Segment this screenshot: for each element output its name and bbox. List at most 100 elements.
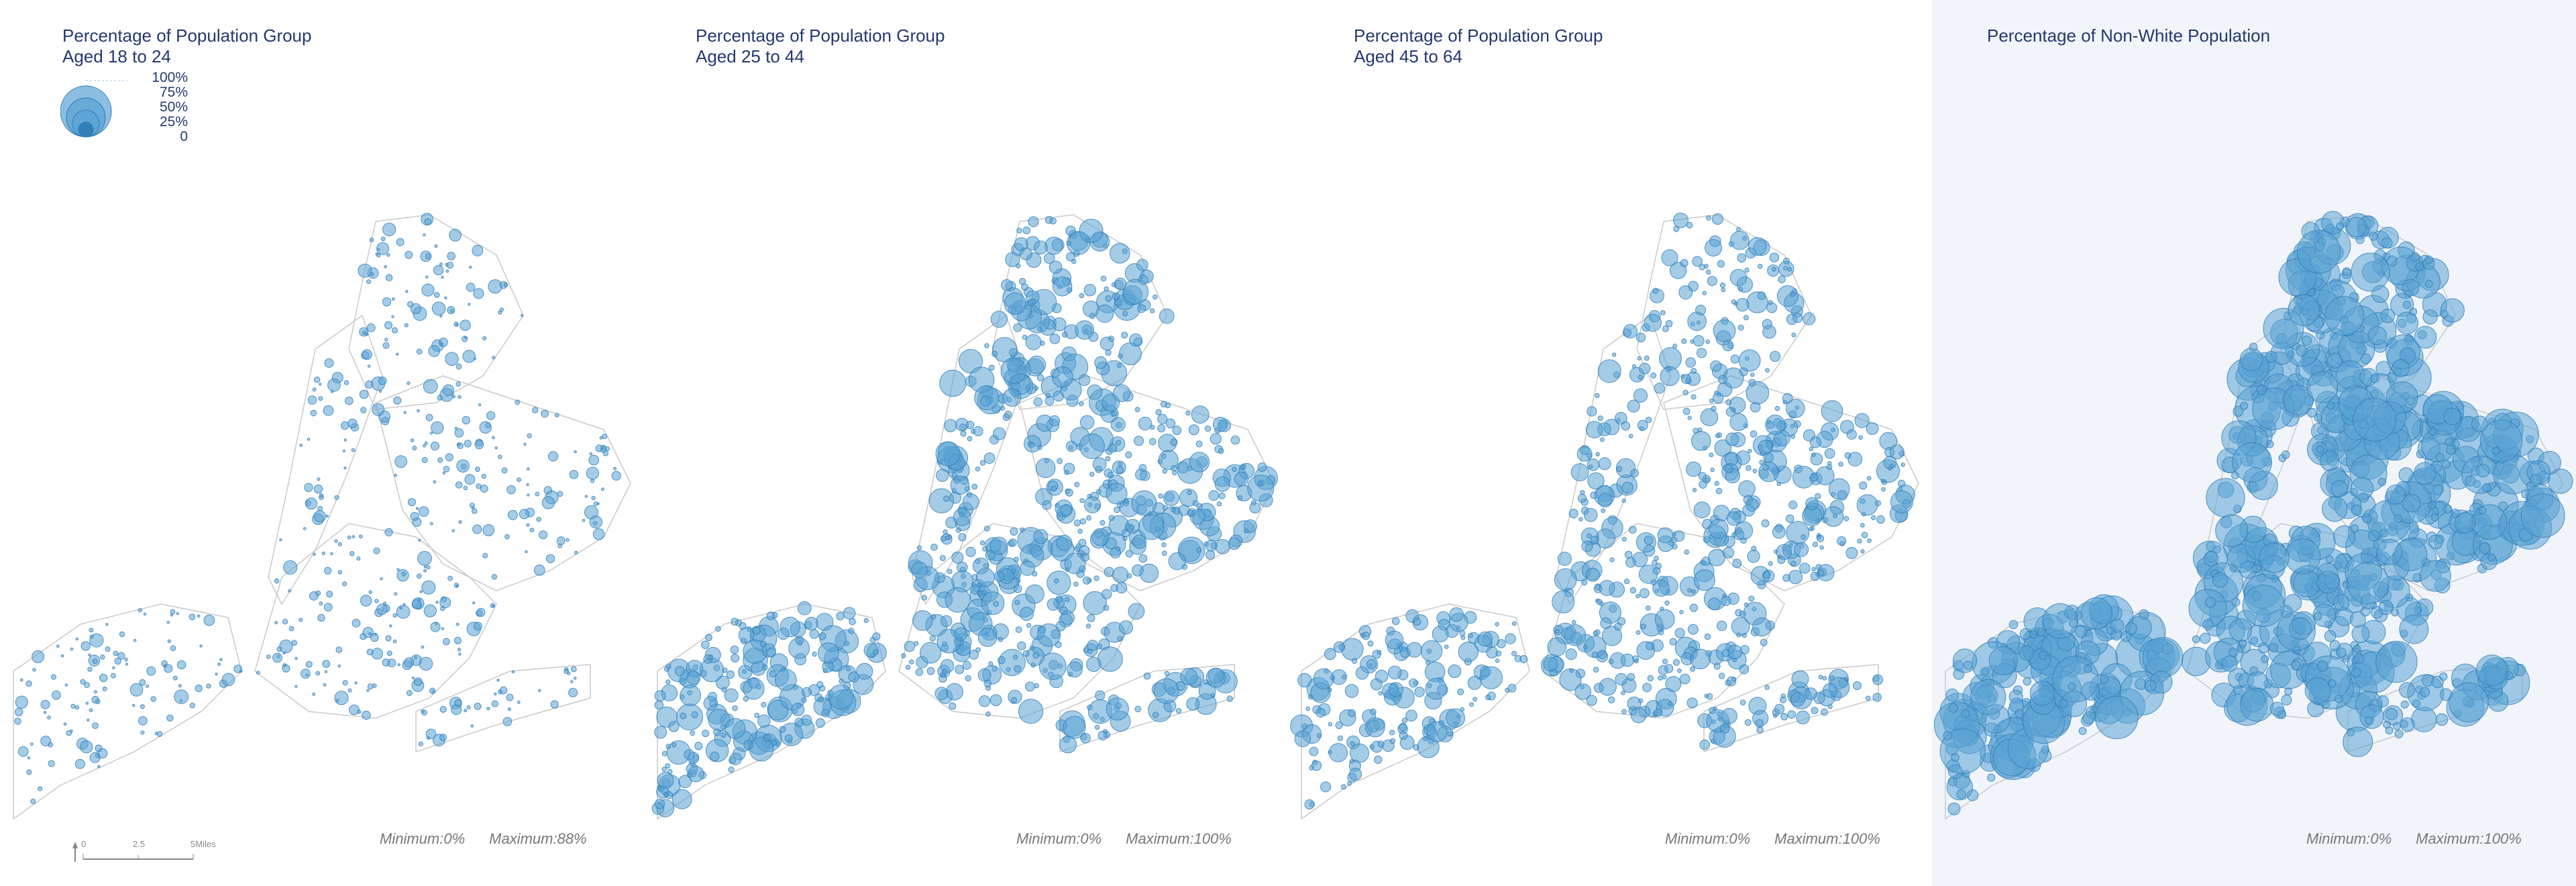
census-tract-bubble xyxy=(139,679,146,686)
census-tract-bubble xyxy=(341,581,347,587)
census-tract-bubble xyxy=(444,296,447,299)
census-tract-bubble xyxy=(1018,699,1044,724)
census-tract-bubble xyxy=(458,652,462,656)
scale-bar-graphic xyxy=(72,842,194,862)
census-tract-bubble xyxy=(430,441,440,451)
census-tract-bubble xyxy=(343,438,347,442)
census-tract-bubble xyxy=(358,534,363,539)
census-tract-bubble xyxy=(2440,309,2449,318)
census-tract-bubble xyxy=(1699,480,1707,489)
census-tract-bubble xyxy=(1114,506,1120,513)
census-tract-bubble xyxy=(1757,291,1766,300)
census-tract-bubble xyxy=(2378,600,2394,616)
census-tract-bubble xyxy=(1305,706,1310,711)
census-tract-bubble xyxy=(1690,648,1711,670)
census-tract-bubble xyxy=(993,427,1006,440)
census-tract-bubble xyxy=(915,668,924,677)
census-tract-bubble xyxy=(1679,673,1690,685)
census-tract-bubble xyxy=(396,605,411,619)
census-tract-bubble xyxy=(1385,630,1404,650)
census-tract-bubble xyxy=(1634,658,1639,664)
census-tract-bubble xyxy=(684,749,695,760)
census-tract-bubble xyxy=(1511,621,1517,626)
census-tract-bubble xyxy=(2368,530,2379,542)
panel-title: Percentage of Population Group Aged 18 t… xyxy=(62,26,311,67)
census-tract-bubble xyxy=(1485,695,1491,701)
census-tract-bubble xyxy=(1854,413,1870,428)
census-tract-bubble xyxy=(1034,683,1039,689)
census-tract-bubble xyxy=(1681,374,1691,384)
census-tract-bubble xyxy=(2256,384,2267,395)
census-tract-bubble xyxy=(1301,723,1308,730)
census-tract-bubble xyxy=(2320,451,2340,471)
census-tract-bubble xyxy=(590,479,594,483)
census-tract-bubble xyxy=(739,622,747,630)
census-tract-bubble xyxy=(458,520,462,524)
census-tract-bubble xyxy=(1686,461,1701,477)
census-tract-bubble xyxy=(1644,355,1650,361)
census-tract-bubble xyxy=(1079,293,1085,299)
census-tract-bubble xyxy=(722,667,728,673)
census-tract-bubble xyxy=(517,700,521,704)
census-tract-bubble xyxy=(930,544,938,551)
census-tract-bubble xyxy=(1719,723,1730,734)
census-tract-bubble xyxy=(1689,603,1699,612)
census-tract-bubble xyxy=(423,565,427,569)
census-tract-bubble xyxy=(189,613,196,621)
census-tract-bubble xyxy=(2402,300,2412,309)
census-tract-bubble xyxy=(19,678,23,682)
census-tract-bubble xyxy=(527,467,530,471)
census-tract-bubble xyxy=(2316,571,2340,594)
census-tract-bubble xyxy=(1085,624,1091,629)
census-tract-bubble xyxy=(437,457,443,463)
census-tract-bubble xyxy=(501,467,508,474)
census-tract-bubble xyxy=(1112,384,1131,402)
census-tract-bubble xyxy=(1792,313,1803,324)
census-tract-bubble xyxy=(425,275,429,279)
census-tract-bubble xyxy=(2415,262,2424,271)
census-tract-bubble xyxy=(2139,609,2149,620)
census-tract-bubble xyxy=(1811,452,1816,457)
census-tract-bubble xyxy=(1472,697,1478,702)
census-tract-bubble xyxy=(347,688,352,693)
census-tract-bubble xyxy=(1673,658,1680,666)
title-line-2: Aged 18 to 24 xyxy=(62,46,171,66)
census-tract-bubble xyxy=(951,472,958,478)
census-tract-bubble xyxy=(1064,470,1069,475)
census-tract-bubble xyxy=(466,705,471,709)
census-tract-bubble xyxy=(1079,415,1095,430)
census-tract-bubble xyxy=(1674,628,1685,638)
census-tract-bubble xyxy=(1554,568,1577,591)
census-tract-bubble xyxy=(384,338,388,342)
census-tract-bubble xyxy=(2399,682,2415,698)
census-tract-bubble xyxy=(533,564,545,576)
census-tract-bubble xyxy=(1119,620,1133,635)
census-tract-bubble xyxy=(1026,623,1032,628)
census-tract-bubble xyxy=(25,680,32,687)
census-tract-bubble xyxy=(366,648,374,656)
census-tract-bubble xyxy=(1360,633,1365,638)
census-tract-bubble xyxy=(1152,294,1158,300)
census-tract-bubble xyxy=(2302,335,2312,346)
census-tract-bubble xyxy=(114,657,121,665)
census-tract-bubble xyxy=(1788,570,1803,585)
census-tract-bubble xyxy=(1691,589,1696,594)
census-tract-bubble xyxy=(1074,481,1080,487)
census-tract-bubble xyxy=(1449,607,1464,622)
census-tract-bubble xyxy=(2029,681,2055,706)
census-tract-bubble xyxy=(138,608,142,613)
census-tract-bubble xyxy=(124,657,128,662)
census-tract-bubble xyxy=(1055,595,1063,603)
census-tract-bubble xyxy=(1743,315,1749,321)
census-tract-bubble xyxy=(362,710,371,720)
census-tract-bubble xyxy=(779,726,786,733)
census-tract-bubble xyxy=(2353,644,2361,653)
census-tract-bubble xyxy=(515,399,521,405)
census-tract-bubble xyxy=(981,590,987,595)
census-tract-bubble xyxy=(1574,683,1592,700)
census-tract-bubble xyxy=(1187,509,1194,517)
census-tract-bubble xyxy=(1705,269,1711,275)
census-tract-bubble xyxy=(967,436,973,442)
census-tract-bubble xyxy=(1628,434,1633,439)
census-tract-bubble xyxy=(342,449,346,453)
